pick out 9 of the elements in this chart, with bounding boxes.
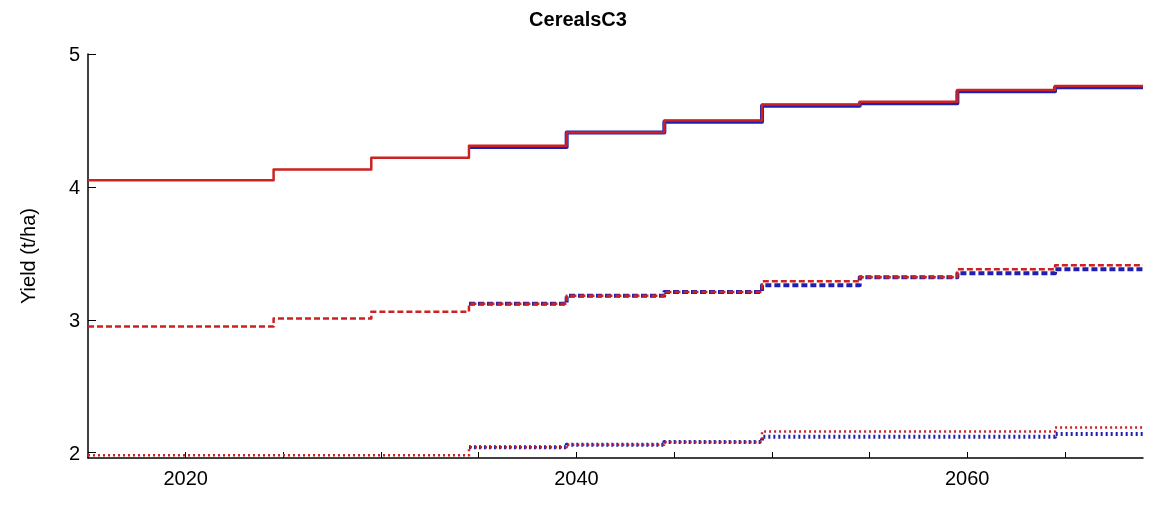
y-tick-label: 2 <box>68 441 80 464</box>
y-axis-title: Yield (t/ha) <box>17 208 39 304</box>
y-tick-label: 4 <box>68 175 80 198</box>
y-tick-label: 5 <box>68 43 80 65</box>
x-tick-label: 2040 <box>554 467 599 489</box>
x-tick-label: 2020 <box>163 467 208 489</box>
y-tick-label: 3 <box>68 308 80 331</box>
chart-title: CerealsC3 <box>529 8 627 30</box>
x-tick-label: 2060 <box>944 467 990 489</box>
